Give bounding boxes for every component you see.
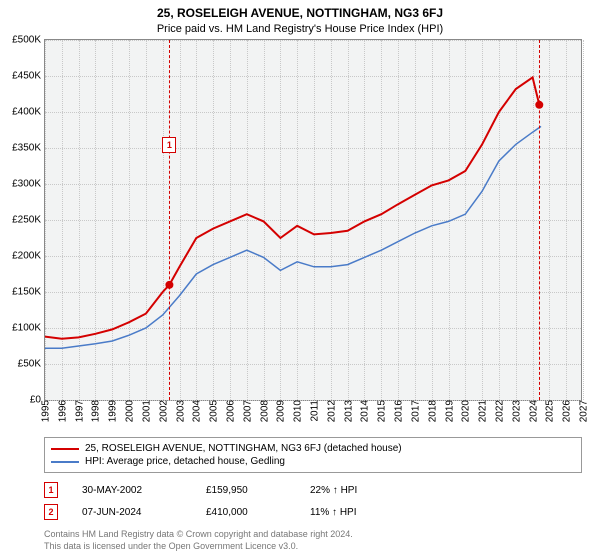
- x-axis-label: 2018: [425, 400, 438, 422]
- x-axis-label: 2001: [139, 400, 152, 422]
- sales-table: 1 30-MAY-2002 £159,950 22% ↑ HPI 2 07-JUN-202…: [44, 479, 582, 523]
- x-axis-label: 2007: [240, 400, 253, 422]
- legend-item: 25, ROSELEIGH AVENUE, NOTTINGHAM, NG3 6F…: [51, 442, 575, 455]
- y-axis-label: £350K: [12, 143, 45, 154]
- chart-plot-area: £0£50K£100K£150K£200K£250K£300K£350K£400…: [44, 39, 582, 401]
- x-axis-label: 2008: [257, 400, 270, 422]
- x-axis-label: 2020: [459, 400, 472, 422]
- sale-row: 2 07-JUN-2024 £410,000 11% ↑ HPI: [44, 501, 582, 523]
- x-axis-label: 2000: [123, 400, 136, 422]
- sale-date: 30-MAY-2002: [82, 485, 182, 496]
- x-axis-label: 2012: [324, 400, 337, 422]
- sale-row-badge: 2: [44, 504, 58, 520]
- legend-swatch: [51, 461, 79, 463]
- sale-marker-badge: 1: [162, 137, 176, 153]
- legend-label: HPI: Average price, detached house, Gedl…: [85, 456, 285, 467]
- y-axis-label: £200K: [12, 251, 45, 262]
- x-axis-label: 1996: [55, 400, 68, 422]
- footer-line-1: Contains HM Land Registry data © Crown c…: [44, 529, 582, 541]
- x-axis-label: 2015: [375, 400, 388, 422]
- series-line-hpi: [45, 126, 541, 348]
- x-axis-label: 1999: [106, 400, 119, 422]
- y-axis-label: £500K: [12, 35, 45, 46]
- x-axis-label: 2021: [476, 400, 489, 422]
- x-axis-label: 2004: [190, 400, 203, 422]
- x-axis-label: 2019: [442, 400, 455, 422]
- x-axis-label: 2027: [577, 400, 590, 422]
- x-axis-label: 2022: [492, 400, 505, 422]
- y-axis-label: £400K: [12, 107, 45, 118]
- x-axis-label: 1997: [72, 400, 85, 422]
- chart-container: 25, ROSELEIGH AVENUE, NOTTINGHAM, NG3 6F…: [0, 0, 600, 560]
- legend-swatch: [51, 448, 79, 450]
- legend-item: HPI: Average price, detached house, Gedl…: [51, 455, 575, 468]
- chart-svg: [45, 40, 581, 400]
- x-axis-label: 2017: [408, 400, 421, 422]
- sale-marker-line: [539, 40, 540, 400]
- legend: 25, ROSELEIGH AVENUE, NOTTINGHAM, NG3 6F…: [44, 437, 582, 473]
- sale-row-badge: 1: [44, 482, 58, 498]
- footer-line-2: This data is licensed under the Open Gov…: [44, 541, 582, 553]
- gridline-vertical: [583, 40, 584, 400]
- sale-date: 07-JUN-2024: [82, 507, 182, 518]
- sale-price: £159,950: [206, 485, 286, 496]
- x-axis-label: 2002: [156, 400, 169, 422]
- x-axis-label: 2026: [560, 400, 573, 422]
- x-axis-label: 2014: [358, 400, 371, 422]
- sale-pct: 22% ↑ HPI: [310, 485, 410, 496]
- y-axis-label: £50K: [18, 359, 45, 370]
- series-line-property: [45, 77, 539, 338]
- y-axis-label: £250K: [12, 215, 45, 226]
- y-axis-label: £300K: [12, 179, 45, 190]
- x-axis-label: 2005: [207, 400, 220, 422]
- sale-pct: 11% ↑ HPI: [310, 507, 410, 518]
- x-axis-label: 2010: [291, 400, 304, 422]
- x-axis-label: 2003: [173, 400, 186, 422]
- x-axis-label: 2009: [274, 400, 287, 422]
- y-axis-label: £150K: [12, 287, 45, 298]
- x-axis-label: 2016: [392, 400, 405, 422]
- legend-label: 25, ROSELEIGH AVENUE, NOTTINGHAM, NG3 6F…: [85, 443, 402, 454]
- y-axis-label: £450K: [12, 71, 45, 82]
- x-axis-label: 2023: [509, 400, 522, 422]
- x-axis-label: 2013: [341, 400, 354, 422]
- chart-subtitle: Price paid vs. HM Land Registry's House …: [0, 20, 600, 39]
- x-axis-label: 2006: [223, 400, 236, 422]
- x-axis-label: 1998: [89, 400, 102, 422]
- chart-title: 25, ROSELEIGH AVENUE, NOTTINGHAM, NG3 6F…: [0, 0, 600, 20]
- sale-price: £410,000: [206, 507, 286, 518]
- x-axis-label: 2024: [526, 400, 539, 422]
- y-axis-label: £100K: [12, 323, 45, 334]
- sale-row: 1 30-MAY-2002 £159,950 22% ↑ HPI: [44, 479, 582, 501]
- x-axis-label: 2025: [543, 400, 556, 422]
- footer-attribution: Contains HM Land Registry data © Crown c…: [44, 529, 582, 552]
- sale-marker-line: [169, 40, 170, 400]
- x-axis-label: 2011: [308, 400, 321, 422]
- x-axis-label: 1995: [39, 400, 52, 422]
